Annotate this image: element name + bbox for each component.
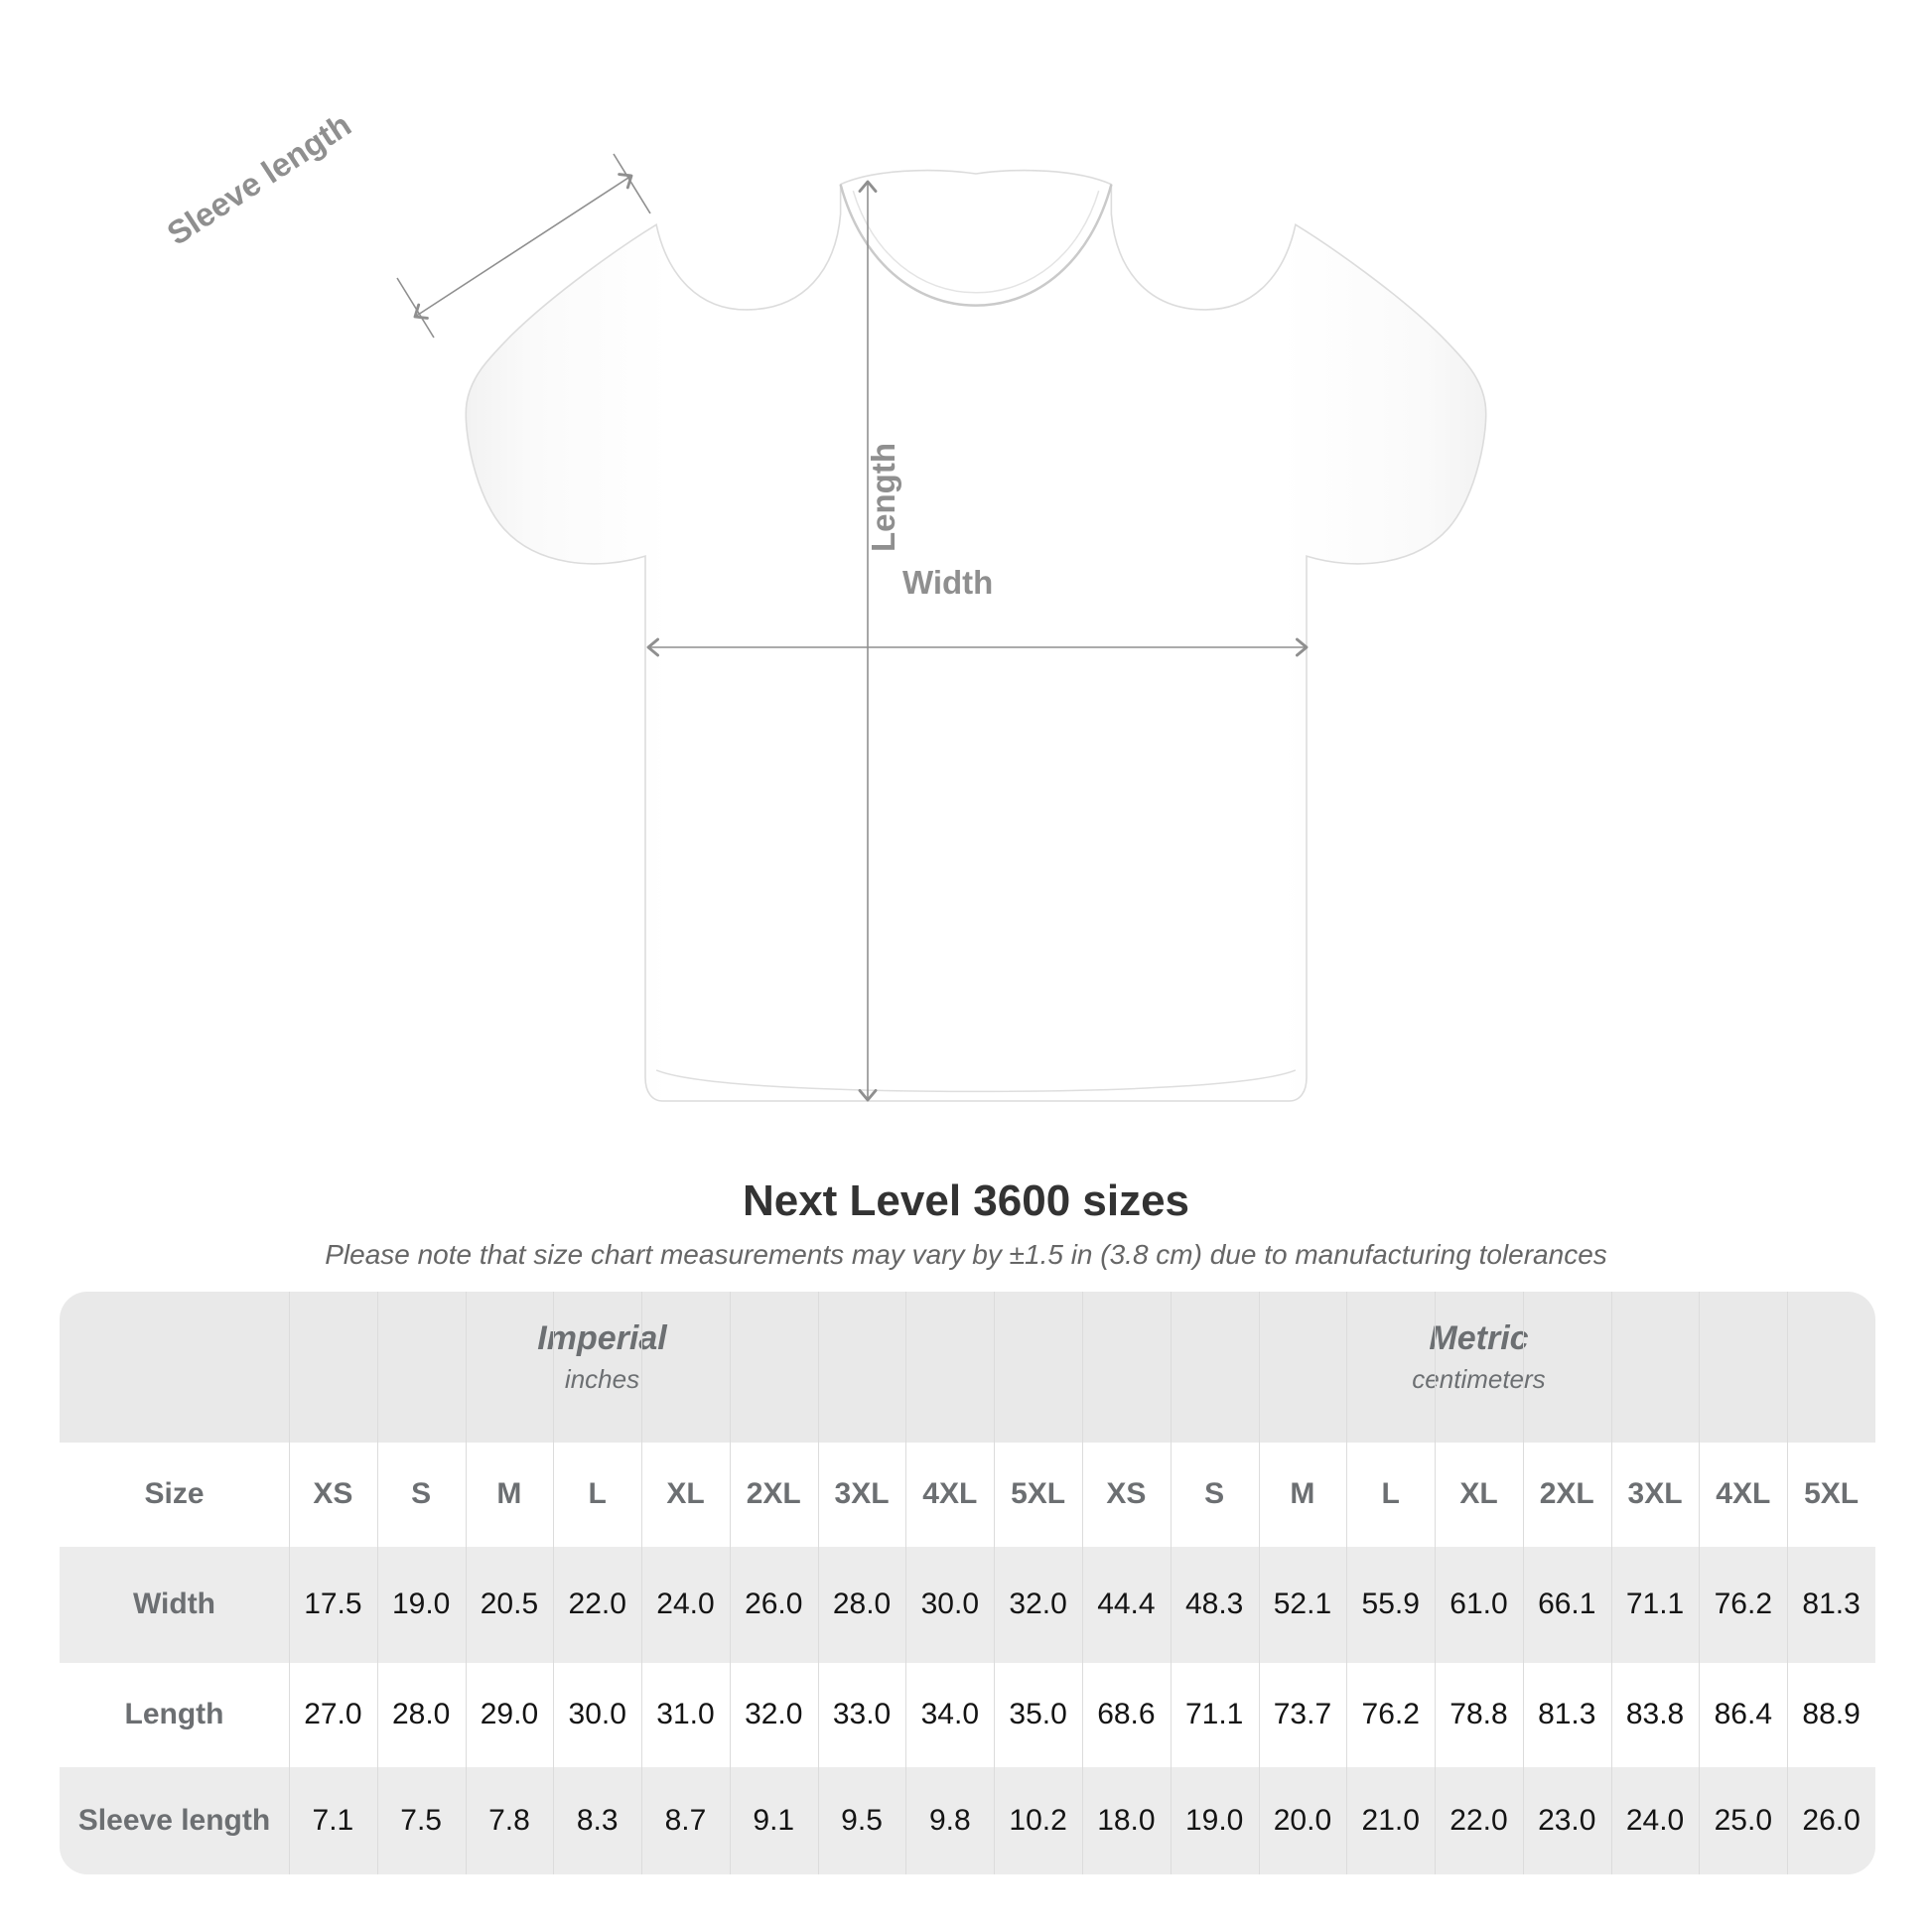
svg-text:Sleeve length: Sleeve length <box>161 106 357 252</box>
svg-text:Width: Width <box>902 564 993 601</box>
svg-text:Length: Length <box>865 443 901 552</box>
